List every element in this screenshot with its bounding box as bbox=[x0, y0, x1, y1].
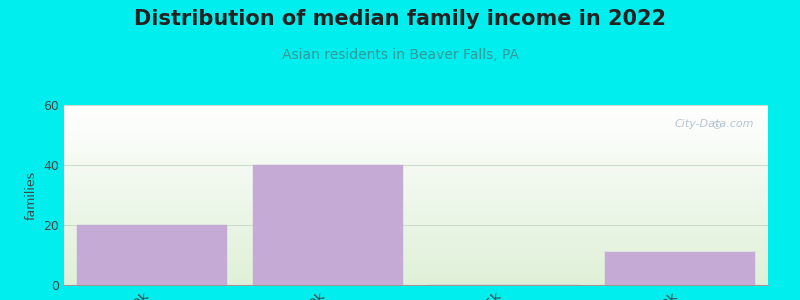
Bar bbox=[77, 225, 227, 285]
Y-axis label: families: families bbox=[25, 170, 38, 220]
Text: Asian residents in Beaver Falls, PA: Asian residents in Beaver Falls, PA bbox=[282, 48, 518, 62]
Text: ⊙: ⊙ bbox=[712, 119, 722, 132]
Text: Distribution of median family income in 2022: Distribution of median family income in … bbox=[134, 9, 666, 29]
Bar bbox=[253, 165, 402, 285]
Text: City-Data.com: City-Data.com bbox=[674, 119, 754, 129]
Bar bbox=[606, 252, 755, 285]
